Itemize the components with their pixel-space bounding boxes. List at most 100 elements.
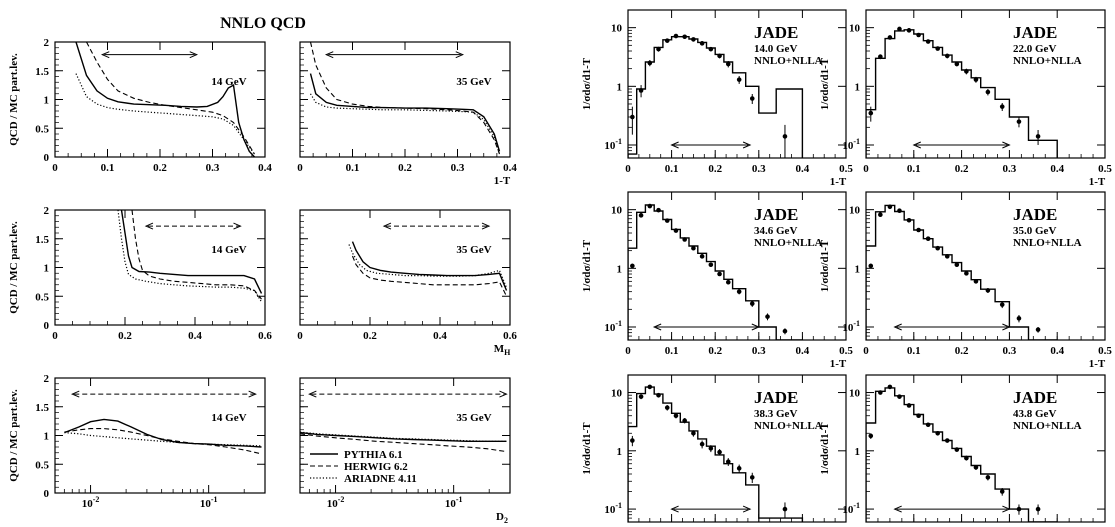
series-line (117, 210, 263, 303)
data-point (708, 446, 714, 451)
data-point (638, 394, 644, 399)
data-point (985, 288, 991, 293)
theory-label: NNLO+NLLA (1013, 420, 1082, 432)
x-tick-label: 0 (297, 162, 303, 174)
y-axis-title: 1/σdσ/d1-T (581, 422, 593, 475)
panel-jade-14.0: 0 0.1 0.2 0.3 0.4 0.5 10 1 10-1 1/σdσ/d1-T 1-T JADE… (581, 9, 853, 188)
y-tick-label: 1 (617, 81, 623, 93)
y-tick-label: 10 (849, 205, 861, 217)
arrow-head (100, 51, 110, 59)
data-point (944, 438, 950, 443)
x-tick-label: 0.5 (1098, 163, 1112, 175)
x-tick-label: 0.5 (839, 345, 853, 357)
energy-label: 38.3 GeV (754, 408, 797, 420)
theory-label: NNLO+NLLA (754, 55, 823, 67)
data-point (906, 217, 912, 223)
data-point (699, 254, 705, 259)
data-point (682, 418, 687, 423)
x-axis-title: D2 (496, 511, 508, 525)
panel-jade-43.8: 00.10.20.30.40.510110-11/σdσ/d1-T1-TJADE… (819, 374, 1106, 523)
energy-label: 14 GeV (211, 244, 246, 256)
panel-ratio-1T-14: 0 0.1 0.2 0.3 0.4 0 0.5 1 1.5 2 QCD / MC part.lev.… (8, 37, 272, 174)
x-axis-title: 1-T (494, 175, 511, 187)
data-point (916, 32, 921, 38)
data-point (1016, 119, 1022, 124)
data-point (725, 279, 731, 285)
data-point (699, 41, 705, 46)
x-tick-label: 0.3 (1003, 163, 1017, 175)
experiment-label: JADE (1013, 205, 1057, 224)
plot-frame (54, 41, 266, 158)
x-tick-label: 0.4 (433, 330, 447, 342)
x-tick-label: 0.6 (258, 330, 272, 342)
x-tick-label: 0.3 (752, 345, 766, 357)
y-tick-label: 10 (611, 388, 623, 400)
panel-ratio-MH-35: 0 0.2 0.4 0.6MH 35 GeV (297, 209, 517, 357)
plot-frame (627, 9, 847, 159)
data-point (782, 506, 788, 512)
arrow-head (1002, 141, 1011, 149)
x-tick-label: 0.6 (503, 330, 517, 342)
energy-label: 14 GeV (211, 76, 246, 88)
x-tick-label: 0.3 (206, 162, 220, 174)
data-point (887, 35, 893, 40)
arrow-head (499, 390, 508, 398)
data-point (725, 459, 731, 465)
legend-label: HERWIG 6.2 (344, 461, 408, 473)
arrow-head (233, 222, 242, 230)
arrow-head (248, 390, 257, 398)
x-tick-label: 0.3 (752, 163, 766, 175)
data-point (630, 114, 635, 120)
x-tick-label: 0.4 (503, 162, 517, 174)
plot-frame (865, 191, 1106, 341)
y-tick-label: 1 (855, 263, 861, 275)
x-tick-label: 0 (625, 345, 631, 357)
energy-label: 35 GeV (456, 244, 491, 256)
x-tick-label: 0.5 (839, 163, 853, 175)
arrow-head (670, 141, 679, 149)
series-line (86, 42, 255, 155)
panel-jade-34.6: 0 0.1 0.2 0.3 0.4 0.5 10 1 10-1 1/σdσ/d1-T 1-T JADE… (581, 191, 853, 370)
data-point (897, 26, 902, 32)
energy-label: 35 GeV (456, 412, 491, 424)
x-tick-label: 0 (52, 330, 58, 342)
y-tick-label: 1 (617, 263, 623, 275)
data-point (630, 263, 635, 269)
y-tick-label: 1.5 (35, 234, 49, 246)
series-line (351, 241, 508, 291)
y-tick-label: 1 (44, 263, 50, 275)
arrow-head (324, 51, 334, 59)
data-point (944, 53, 950, 59)
data-point (673, 413, 679, 419)
data-point (691, 37, 696, 42)
data-point (682, 34, 687, 40)
energy-label: 35 GeV (456, 76, 491, 88)
data-point (717, 53, 722, 59)
arrow-head (382, 222, 392, 230)
arrow-head (751, 323, 761, 331)
y-tick-label: 1 (44, 95, 50, 107)
data-point (717, 271, 722, 277)
data-point (749, 96, 755, 101)
data-point (868, 433, 874, 439)
data-point (954, 447, 960, 452)
arrow-head (70, 390, 80, 398)
data-point (708, 262, 714, 268)
y-tick-label: 10 (849, 23, 861, 35)
x-tick-label: 0.2 (955, 345, 969, 357)
x-tick-label: 0.2 (118, 330, 132, 342)
x-tick-label: 0.1 (665, 163, 679, 175)
y-tick-label: 2 (44, 373, 50, 385)
experiment-label: JADE (754, 23, 798, 42)
data-point (944, 254, 950, 259)
data-point (765, 314, 770, 319)
data-point (1035, 134, 1041, 139)
series-line (309, 73, 501, 152)
data-point (999, 104, 1005, 109)
data-point (906, 28, 912, 33)
data-point (699, 441, 705, 447)
data-point (656, 46, 661, 52)
energy-label: 43.8 GeV (1013, 408, 1056, 420)
series-line (309, 42, 501, 155)
data-point (664, 405, 670, 410)
